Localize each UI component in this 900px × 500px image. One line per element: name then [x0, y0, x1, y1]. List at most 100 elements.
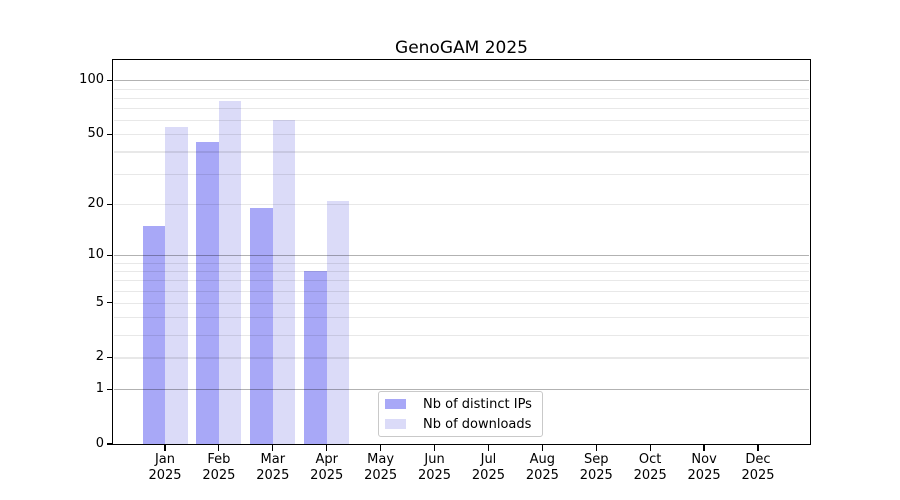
- x-tick-year: 2025: [256, 467, 290, 483]
- y-tick-label: 10: [87, 247, 104, 263]
- x-tick-mark: [272, 445, 274, 451]
- major-gridline: [114, 254, 809, 256]
- x-tick-mark: [380, 445, 382, 451]
- minor-gridline: [114, 97, 809, 99]
- y-tick-mark: [107, 79, 113, 82]
- x-tick-label: Feb 2025: [179, 452, 259, 483]
- y-tick-mark: [107, 443, 113, 445]
- legend-item-downloads: Nb of downloads: [385, 418, 542, 431]
- x-tick-month: Mar: [260, 452, 286, 467]
- y-tick-label: 50: [87, 126, 104, 142]
- y-tick-mark: [107, 356, 113, 359]
- x-tick-year: 2025: [471, 467, 505, 483]
- x-tick-mark: [649, 445, 651, 451]
- x-tick-label: May 2025: [341, 452, 421, 483]
- x-tick-year: 2025: [310, 467, 344, 483]
- minor-gridline: [114, 262, 809, 264]
- y-tick-label: 0: [95, 436, 104, 451]
- x-tick-label: Apr 2025: [287, 452, 367, 483]
- minor-gridline: [114, 120, 809, 122]
- y-tick-label: 20: [87, 196, 104, 212]
- bar-distinct-ips-apr: [304, 270, 327, 444]
- x-tick-label: Mar 2025: [233, 452, 313, 483]
- y-tick-mark: [107, 254, 113, 256]
- x-tick-year: 2025: [579, 467, 613, 483]
- x-tick-label: Jul 2025: [448, 452, 528, 483]
- bar-distinct-ips-mar: [250, 208, 273, 444]
- y-tick-label: 100: [79, 72, 104, 88]
- y-tick-label: 1: [95, 381, 104, 397]
- y-tick-label: 5: [95, 294, 104, 310]
- x-tick-label: Aug 2025: [502, 452, 582, 483]
- bar-downloads-feb: [218, 100, 242, 444]
- legend: Nb of distinct IPs Nb of downloads: [378, 391, 543, 437]
- x-tick-month: Jan: [154, 452, 176, 467]
- x-tick-month: Feb: [207, 452, 231, 467]
- y-tick-mark: [107, 302, 113, 304]
- legend-label-distinct-ips: Nb of distinct IPs: [423, 396, 532, 412]
- x-tick-month: Aug: [529, 452, 556, 467]
- legend-item-distinct-ips: Nb of distinct IPs: [385, 398, 542, 411]
- bar-downloads-apr: [326, 200, 350, 444]
- legend-swatch-distinct-ips: [385, 398, 406, 410]
- x-tick-month: May: [367, 452, 395, 467]
- legend-label-downloads: Nb of downloads: [423, 416, 532, 432]
- x-tick-month: Apr: [315, 452, 338, 467]
- bar-distinct-ips-jan: [142, 225, 165, 444]
- major-gridline: [114, 79, 809, 82]
- x-tick-month: Sep: [584, 452, 609, 467]
- bar-downloads-mar: [272, 120, 296, 444]
- minor-gridline: [114, 173, 809, 175]
- y-tick-label: 2: [95, 349, 104, 365]
- x-tick-year: 2025: [741, 467, 775, 483]
- y-tick-mark: [107, 203, 113, 205]
- legend-swatch-downloads: [385, 418, 406, 430]
- x-tick-month: Jul: [480, 452, 497, 467]
- x-tick-year: 2025: [633, 467, 667, 483]
- minor-gridline: [114, 270, 809, 273]
- x-tick-mark: [703, 445, 705, 451]
- x-tick-mark: [433, 445, 436, 451]
- x-tick-label: Dec 2025: [718, 452, 798, 483]
- x-tick-mark: [326, 445, 328, 451]
- chart-title: GenoGAM 2025: [395, 38, 528, 58]
- x-tick-label: Jan 2025: [125, 452, 205, 483]
- x-tick-mark: [164, 445, 166, 451]
- x-tick-year: 2025: [687, 467, 721, 483]
- x-tick-mark: [595, 445, 597, 451]
- minor-gridline: [114, 317, 809, 319]
- minor-gridline: [114, 357, 809, 359]
- minor-gridline: [114, 302, 809, 304]
- x-tick-year: 2025: [148, 467, 182, 483]
- x-tick-label: Oct 2025: [610, 452, 690, 483]
- x-tick-year: 2025: [525, 467, 559, 483]
- minor-gridline: [114, 88, 809, 90]
- minor-gridline: [114, 204, 809, 206]
- x-tick-label: Sep 2025: [556, 452, 636, 483]
- x-tick-year: 2025: [417, 467, 452, 483]
- minor-gridline: [114, 134, 809, 136]
- minor-gridline: [114, 151, 809, 153]
- x-tick-year: 2025: [364, 467, 398, 483]
- minor-gridline: [114, 280, 809, 282]
- x-tick-month: Oct: [638, 452, 662, 467]
- x-tick-year: 2025: [202, 467, 236, 483]
- minor-gridline: [114, 290, 809, 292]
- y-tick-mark: [107, 388, 113, 390]
- bar-downloads-jan: [165, 126, 188, 444]
- bar-distinct-ips-feb: [196, 142, 219, 444]
- y-tick-mark: [107, 133, 113, 135]
- minor-gridline: [114, 108, 809, 110]
- x-tick-mark: [757, 445, 759, 451]
- x-tick-month: Dec: [745, 452, 771, 467]
- x-tick-month: Nov: [691, 452, 717, 467]
- minor-gridline: [114, 334, 809, 336]
- x-tick-mark: [218, 445, 220, 451]
- x-tick-month: Jun: [424, 452, 445, 467]
- x-tick-label: Jun 2025: [395, 452, 475, 483]
- x-tick-label: Nov 2025: [664, 452, 744, 483]
- x-tick-mark: [541, 445, 543, 451]
- major-gridline: [114, 388, 809, 390]
- x-tick-mark: [487, 445, 490, 451]
